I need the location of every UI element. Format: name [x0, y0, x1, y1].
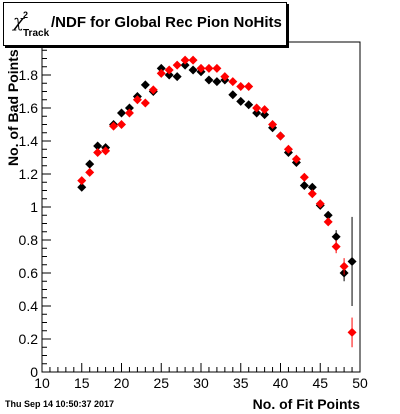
y-tick-label: 0	[30, 364, 38, 380]
data-point	[117, 120, 126, 129]
x-tick-label: 15	[74, 375, 90, 391]
data-point	[172, 60, 182, 70]
data-point	[212, 63, 222, 73]
chart-title-box: χ 2 Track /NDF for Global Rec Pion NoHit…	[3, 2, 287, 46]
data-point	[307, 189, 317, 199]
data-point	[156, 63, 166, 73]
y-tick-label: 1.8	[19, 67, 39, 83]
data-point	[124, 103, 134, 113]
data-point	[347, 256, 357, 266]
series-1	[77, 55, 357, 348]
data-point	[283, 144, 293, 154]
data-point	[164, 70, 174, 80]
series-0	[77, 60, 357, 306]
y-tick-label: 0.4	[19, 298, 39, 314]
timestamp-footer: Thu Sep 14 10:50:37 2017	[5, 399, 115, 409]
y-tick-label: 1.2	[19, 166, 39, 182]
data-point	[323, 217, 333, 227]
x-tick-label: 30	[193, 375, 209, 391]
data-point	[323, 210, 333, 220]
data-point	[188, 55, 198, 65]
data-point	[252, 103, 262, 113]
data-point	[252, 108, 262, 118]
data-point	[228, 90, 238, 100]
x-tick-label: 10	[34, 375, 50, 391]
data-point	[140, 80, 150, 90]
data-point	[212, 77, 222, 87]
data-point	[164, 65, 174, 75]
data-point	[299, 172, 309, 182]
chart-title: /NDF for Global Rec Pion NoHits	[51, 14, 282, 31]
data-point	[101, 146, 111, 156]
data-point	[307, 182, 317, 192]
data-point	[124, 108, 134, 118]
data-point	[220, 72, 230, 82]
title-superscript: 2	[23, 10, 29, 20]
data-point	[93, 141, 103, 151]
data-point	[331, 242, 341, 252]
data-point	[180, 60, 190, 70]
data-point	[276, 131, 285, 141]
data-point	[188, 65, 198, 75]
data-point	[77, 176, 87, 186]
x-tick-label: 20	[114, 375, 130, 391]
data-point	[85, 159, 95, 169]
data-point	[268, 120, 278, 129]
data-point	[260, 105, 270, 115]
data-point	[331, 232, 341, 242]
data-point	[172, 72, 182, 82]
y-tick-label: 0.6	[19, 265, 39, 281]
data-point	[299, 181, 309, 191]
y-tick-label: 0.2	[19, 331, 39, 347]
data-point	[244, 82, 254, 92]
title-chi-symbol: χ	[13, 11, 24, 32]
x-tick-label: 50	[352, 375, 368, 391]
x-tick-label: 35	[233, 375, 249, 391]
data-point	[180, 55, 190, 65]
data-point	[236, 82, 246, 92]
data-point	[236, 96, 246, 106]
title-subscript: Track	[23, 28, 50, 39]
data-point	[260, 110, 270, 120]
data-point	[204, 63, 214, 73]
data-point	[244, 100, 254, 110]
data-point	[291, 154, 301, 164]
data-points	[77, 55, 357, 348]
x-tick-label: 25	[153, 375, 169, 391]
x-tick-label: 40	[273, 375, 289, 391]
data-point	[77, 182, 87, 192]
y-tick-label: 1.4	[19, 133, 39, 149]
data-point	[156, 68, 166, 78]
y-tick-label: 1.6	[19, 100, 39, 116]
y-tick-label: 0.8	[19, 232, 39, 248]
y-axis-label: No. of Bad Points	[5, 49, 21, 166]
data-point	[347, 327, 357, 337]
data-point	[140, 98, 150, 108]
y-tick-label: 1	[30, 199, 38, 215]
data-point	[196, 63, 206, 73]
x-tick-label: 45	[312, 375, 328, 391]
data-point	[339, 261, 349, 271]
plot-frame	[41, 41, 361, 373]
data-point	[148, 85, 158, 95]
data-point	[109, 121, 119, 131]
data-point	[132, 95, 142, 105]
x-axis-label: No. of Fit Points	[252, 396, 360, 412]
axes: 10 15 20 25 30 35 40 45 50 0 0.2 0.4 0.6 0.8 1 1.2 1.4 1.…	[19, 41, 368, 391]
data-point	[315, 199, 325, 209]
data-point	[204, 75, 214, 85]
data-point	[93, 148, 103, 158]
data-point	[117, 108, 126, 118]
data-point	[228, 77, 238, 87]
data-point	[85, 167, 95, 177]
